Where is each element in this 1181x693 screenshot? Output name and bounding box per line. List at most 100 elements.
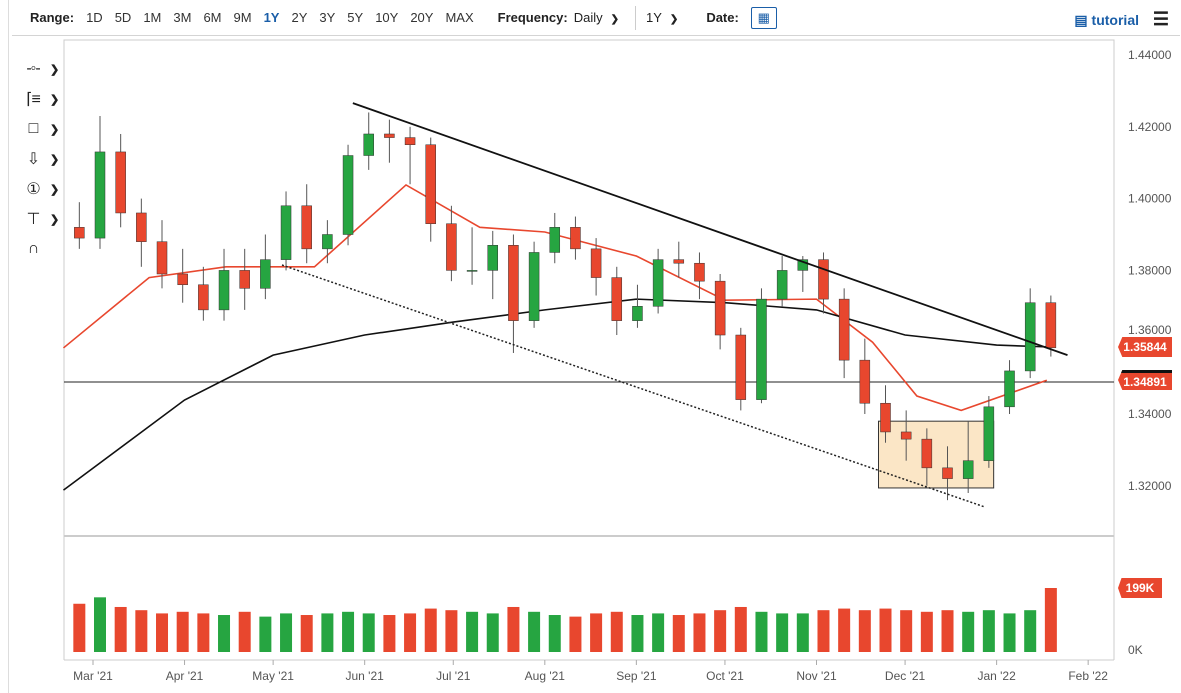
range-1d[interactable]: 1D	[86, 10, 103, 25]
candle-body	[714, 280, 726, 336]
volume-bar	[982, 610, 995, 652]
toolbar: Range: 1D 5D 1M 3M 6M 9M 1Y 2Y 3Y 5Y 10Y 20Y MAX Fre…	[12, 0, 1180, 36]
y-tick-label: 1.36000	[1128, 323, 1172, 337]
chevron-down-icon: ❯	[610, 14, 620, 25]
candle-body	[115, 151, 126, 214]
hamburger-menu-icon[interactable]: ☰	[1152, 9, 1169, 29]
tutorial-label: tutorial	[1091, 12, 1139, 28]
calendar-icon[interactable]: ▦	[750, 6, 777, 29]
volume-bar	[114, 606, 127, 652]
chevron-right-icon: ❯	[50, 63, 60, 76]
y-tick-label: 1.42000	[1128, 120, 1172, 134]
range-3m[interactable]: 3M	[173, 10, 192, 25]
candle-body	[632, 306, 643, 321]
range-buttons: 1D 5D 1M 3M 6M 9M 1Y 2Y 3Y 5Y 10Y 20Y MAX	[80, 10, 480, 25]
volume-bar	[321, 613, 334, 652]
volume-bar	[858, 610, 871, 652]
range-5d[interactable]: 5D	[114, 10, 132, 25]
line-tool-button[interactable]: -◦- ❯	[20, 54, 62, 84]
candle-body	[156, 241, 168, 275]
fibonacci-tool-button[interactable]: ⌈≡ ❯	[20, 84, 62, 114]
volume-bar	[528, 611, 541, 652]
period-value: 1Y	[646, 10, 662, 25]
x-tick-label: Jan '22	[977, 669, 1016, 683]
candle-body	[384, 133, 395, 138]
x-tick-label: May '21	[252, 669, 294, 683]
range-1y[interactable]: 1Y	[263, 10, 280, 25]
candle-body	[880, 402, 891, 433]
measure-tool-button[interactable]: ⊤ ❯	[20, 204, 62, 234]
chevron-right-icon: ❯	[50, 93, 60, 106]
period-select[interactable]: 1Y ❯	[646, 10, 678, 25]
tutorial-link[interactable]: ▤ tutorial	[1074, 12, 1139, 29]
candle-body	[590, 248, 602, 278]
range-1m[interactable]: 1M	[143, 10, 162, 25]
range-2y[interactable]: 2Y	[291, 10, 308, 25]
candle-body	[1045, 302, 1057, 349]
x-tick-label: Nov '21	[796, 669, 837, 683]
volume-bar	[1003, 613, 1016, 652]
candle-body	[322, 234, 333, 250]
volume-bar	[796, 613, 809, 652]
range-5y[interactable]: 5Y	[347, 10, 364, 25]
magnet-button[interactable]: ∩	[20, 234, 62, 264]
volume-bar	[342, 611, 355, 652]
range-label: Range:	[30, 10, 75, 25]
volume-bar	[218, 615, 231, 652]
candle-body	[549, 227, 561, 253]
candle-body	[776, 270, 788, 300]
frequency-value: Daily	[573, 10, 603, 25]
candle-body	[859, 359, 871, 404]
volume-bar	[1024, 610, 1037, 652]
number-marker-button[interactable]: ① ❯	[20, 174, 62, 204]
range-9m[interactable]: 9M	[233, 10, 252, 25]
volume-bar	[300, 615, 313, 652]
range-6m[interactable]: 6M	[203, 10, 222, 25]
candle-body	[94, 151, 106, 239]
volume-bar	[631, 615, 644, 652]
arrow-tool-button[interactable]: ⇩ ❯	[20, 144, 62, 174]
candle-body	[487, 245, 498, 271]
range-3y[interactable]: 3Y	[319, 10, 336, 25]
volume-bar	[693, 613, 706, 652]
candle-body	[508, 245, 519, 321]
x-tick-label: Feb '22	[1068, 669, 1108, 683]
volume-badge: 199K	[1118, 578, 1162, 598]
number-marker-tool-icon: ①	[26, 181, 40, 198]
chevron-right-icon: ❯	[50, 153, 60, 166]
candle-body	[735, 334, 747, 400]
candle-body	[797, 259, 809, 271]
candle-body	[838, 298, 850, 361]
volume-bar	[73, 603, 86, 652]
y-tick-label: 1.40000	[1128, 192, 1172, 206]
film-icon: ▤	[1074, 12, 1092, 28]
x-tick-label: Jul '21	[436, 669, 471, 683]
frequency-select[interactable]: Daily ❯	[574, 10, 619, 25]
line-tool-icon: -◦-	[26, 60, 40, 77]
volume-bar	[507, 606, 520, 652]
frequency-label: Frequency:	[497, 10, 568, 25]
candle-body	[1024, 302, 1036, 372]
volume-bar	[548, 615, 561, 652]
candle-body	[136, 212, 147, 242]
candle-body	[239, 270, 250, 289]
x-tick-label: Apr '21	[166, 669, 204, 683]
volume-bar	[817, 610, 830, 652]
volume-bar	[734, 606, 747, 652]
candle-body	[900, 431, 912, 440]
rectangle-tool-button[interactable]: □ ❯	[20, 114, 62, 144]
date-label: Date:	[706, 10, 739, 25]
volume-bar	[404, 613, 417, 652]
volume-bar	[466, 611, 479, 652]
candle-body	[652, 259, 664, 307]
divider	[635, 5, 637, 30]
y-tick-label: 1.38000	[1128, 263, 1172, 277]
candle-body	[528, 252, 540, 321]
range-20y[interactable]: 20Y	[410, 10, 434, 25]
last-price-badge: 1.35844	[1118, 337, 1172, 357]
volume-bar	[238, 611, 251, 652]
fibonacci-tool-icon: ⌈≡	[26, 91, 41, 108]
consolidation-box	[877, 420, 995, 489]
range-max[interactable]: MAX	[445, 10, 474, 25]
range-10y[interactable]: 10Y	[375, 10, 399, 25]
